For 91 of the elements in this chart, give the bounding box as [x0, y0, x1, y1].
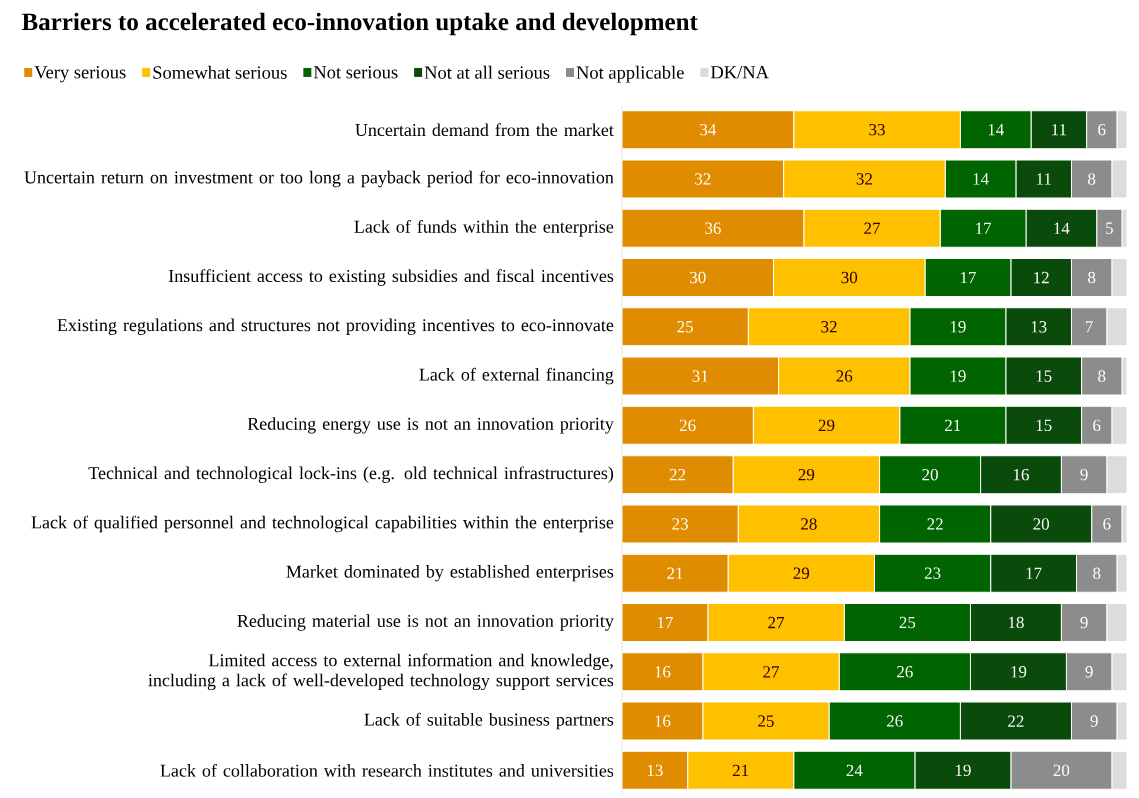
data-label: 36 [705, 222, 721, 234]
data-label: 23 [672, 518, 688, 530]
data-label: 20 [922, 468, 938, 481]
y-tick-label: Insufficient access to existing subsidies and fiscal incentives [168, 269, 614, 286]
text: Barriers to accelerated eco-innovation uptake and development [21, 12, 698, 36]
data-label: 25 [899, 616, 916, 629]
legend-label: Very serious [34, 66, 126, 83]
data-label: 29 [798, 468, 815, 481]
data-label: 28 [801, 518, 817, 530]
data-label: 19 [1011, 666, 1027, 678]
data-label: 17 [1026, 567, 1042, 579]
data-label: 8 [1088, 173, 1096, 185]
data-label: 5 [1106, 222, 1113, 234]
data-label: 19 [950, 321, 966, 333]
data-label: 15 [1036, 419, 1052, 432]
y-tick-label: Reducing energy use is not an innovation priority [247, 417, 614, 434]
data-label: 9 [1080, 468, 1088, 481]
data-label: 13 [647, 764, 663, 777]
data-label: 8 [1088, 271, 1096, 284]
data-label: 32 [821, 321, 837, 333]
data-label: 6 [1103, 518, 1111, 530]
data-label: 14 [1054, 222, 1070, 234]
data-label: 17 [960, 271, 976, 284]
data-label: 32 [856, 173, 872, 185]
data-label: 27 [768, 616, 785, 629]
data-label: 11 [1036, 173, 1051, 185]
data-label: 9 [1085, 666, 1093, 678]
data-label: 9 [1080, 616, 1088, 629]
data-label: 16 [1013, 468, 1029, 481]
data-label: 26 [897, 666, 913, 678]
data-label: 34 [700, 123, 717, 136]
data-label: 8 [1098, 370, 1106, 382]
data-label: 31 [692, 370, 708, 382]
y-tick-label: Existing regulations and structures not providing incentives to eco-innovate [57, 318, 614, 335]
y-tick-label: Lack of qualified personnel and technological capabilities within the enterprise [31, 515, 614, 533]
data-label: 22 [1008, 715, 1024, 727]
data-label: 6 [1093, 419, 1101, 432]
data-label: 16 [655, 666, 671, 678]
y-tick-label: Market dominated by established enterprises [286, 565, 614, 582]
data-label: 13 [1031, 321, 1047, 333]
data-label: 17 [657, 616, 673, 629]
data-label: 14 [973, 173, 989, 185]
data-label: 25 [677, 321, 693, 333]
data-label: 21 [667, 567, 683, 579]
data-label: 12 [1034, 271, 1049, 284]
data-label: 19 [955, 764, 971, 777]
data-label: 21 [732, 764, 749, 776]
legend-label: Not applicable [576, 65, 684, 83]
legend-label: Somewhat serious [153, 65, 287, 79]
data-label: 27 [763, 666, 780, 678]
data-label: 21 [945, 419, 961, 431]
legend-label: DK/NA [710, 66, 769, 79]
y-tick-label: Reducing material use is not an innovation priority [237, 614, 614, 631]
data-label: 29 [793, 567, 810, 579]
y-tick-label: Lack of external financing [419, 367, 614, 385]
data-label: 8 [1093, 567, 1101, 579]
y-tick-label: Lack of collaboration with research institutes and universities [160, 763, 614, 777]
data-label: 30 [841, 271, 858, 284]
y-tick-label: Technical and technological lock-ins (e.g. old technical infrastructures) [88, 466, 614, 483]
data-label: 27 [864, 222, 881, 234]
data-label: 7 [1086, 321, 1093, 333]
y-tick-label: Uncertain return on investment or too long a payback period for eco-innovation [24, 170, 614, 188]
data-label: 15 [1036, 370, 1052, 382]
y-tick-label: Lack of suitable business partners [364, 712, 614, 730]
data-label: 29 [818, 419, 835, 432]
data-label: 20 [1033, 518, 1050, 530]
data-label: 6 [1098, 123, 1106, 136]
data-label: 11 [1052, 124, 1067, 136]
data-label: 26 [679, 419, 696, 432]
data-label: 30 [690, 271, 706, 284]
y-tick-label: Limited access to external information and knowledge, including a lack of well-developed technology support services [148, 653, 614, 691]
data-label: 14 [988, 124, 1004, 136]
data-label: 20 [1053, 764, 1070, 777]
data-label: 26 [836, 370, 853, 382]
data-label: 23 [924, 567, 941, 579]
data-label: 25 [758, 715, 774, 727]
data-label: 17 [976, 222, 992, 234]
data-label: 26 [886, 715, 903, 727]
data-label: 22 [669, 469, 686, 481]
data-label: 16 [655, 715, 671, 727]
legend-label: Not at all serious [424, 65, 550, 79]
data-label: 18 [1008, 616, 1024, 629]
data-label: 22 [927, 518, 943, 530]
data-label: 19 [950, 370, 966, 382]
legend-label: Not serious [313, 66, 398, 79]
data-label: 24 [846, 764, 863, 776]
y-tick-label: Lack of funds within the enterprise [354, 219, 614, 237]
data-label: 33 [869, 123, 885, 136]
data-label: 9 [1090, 715, 1098, 727]
y-tick-label: Uncertain demand from the market [355, 123, 614, 137]
data-label: 32 [695, 173, 711, 185]
